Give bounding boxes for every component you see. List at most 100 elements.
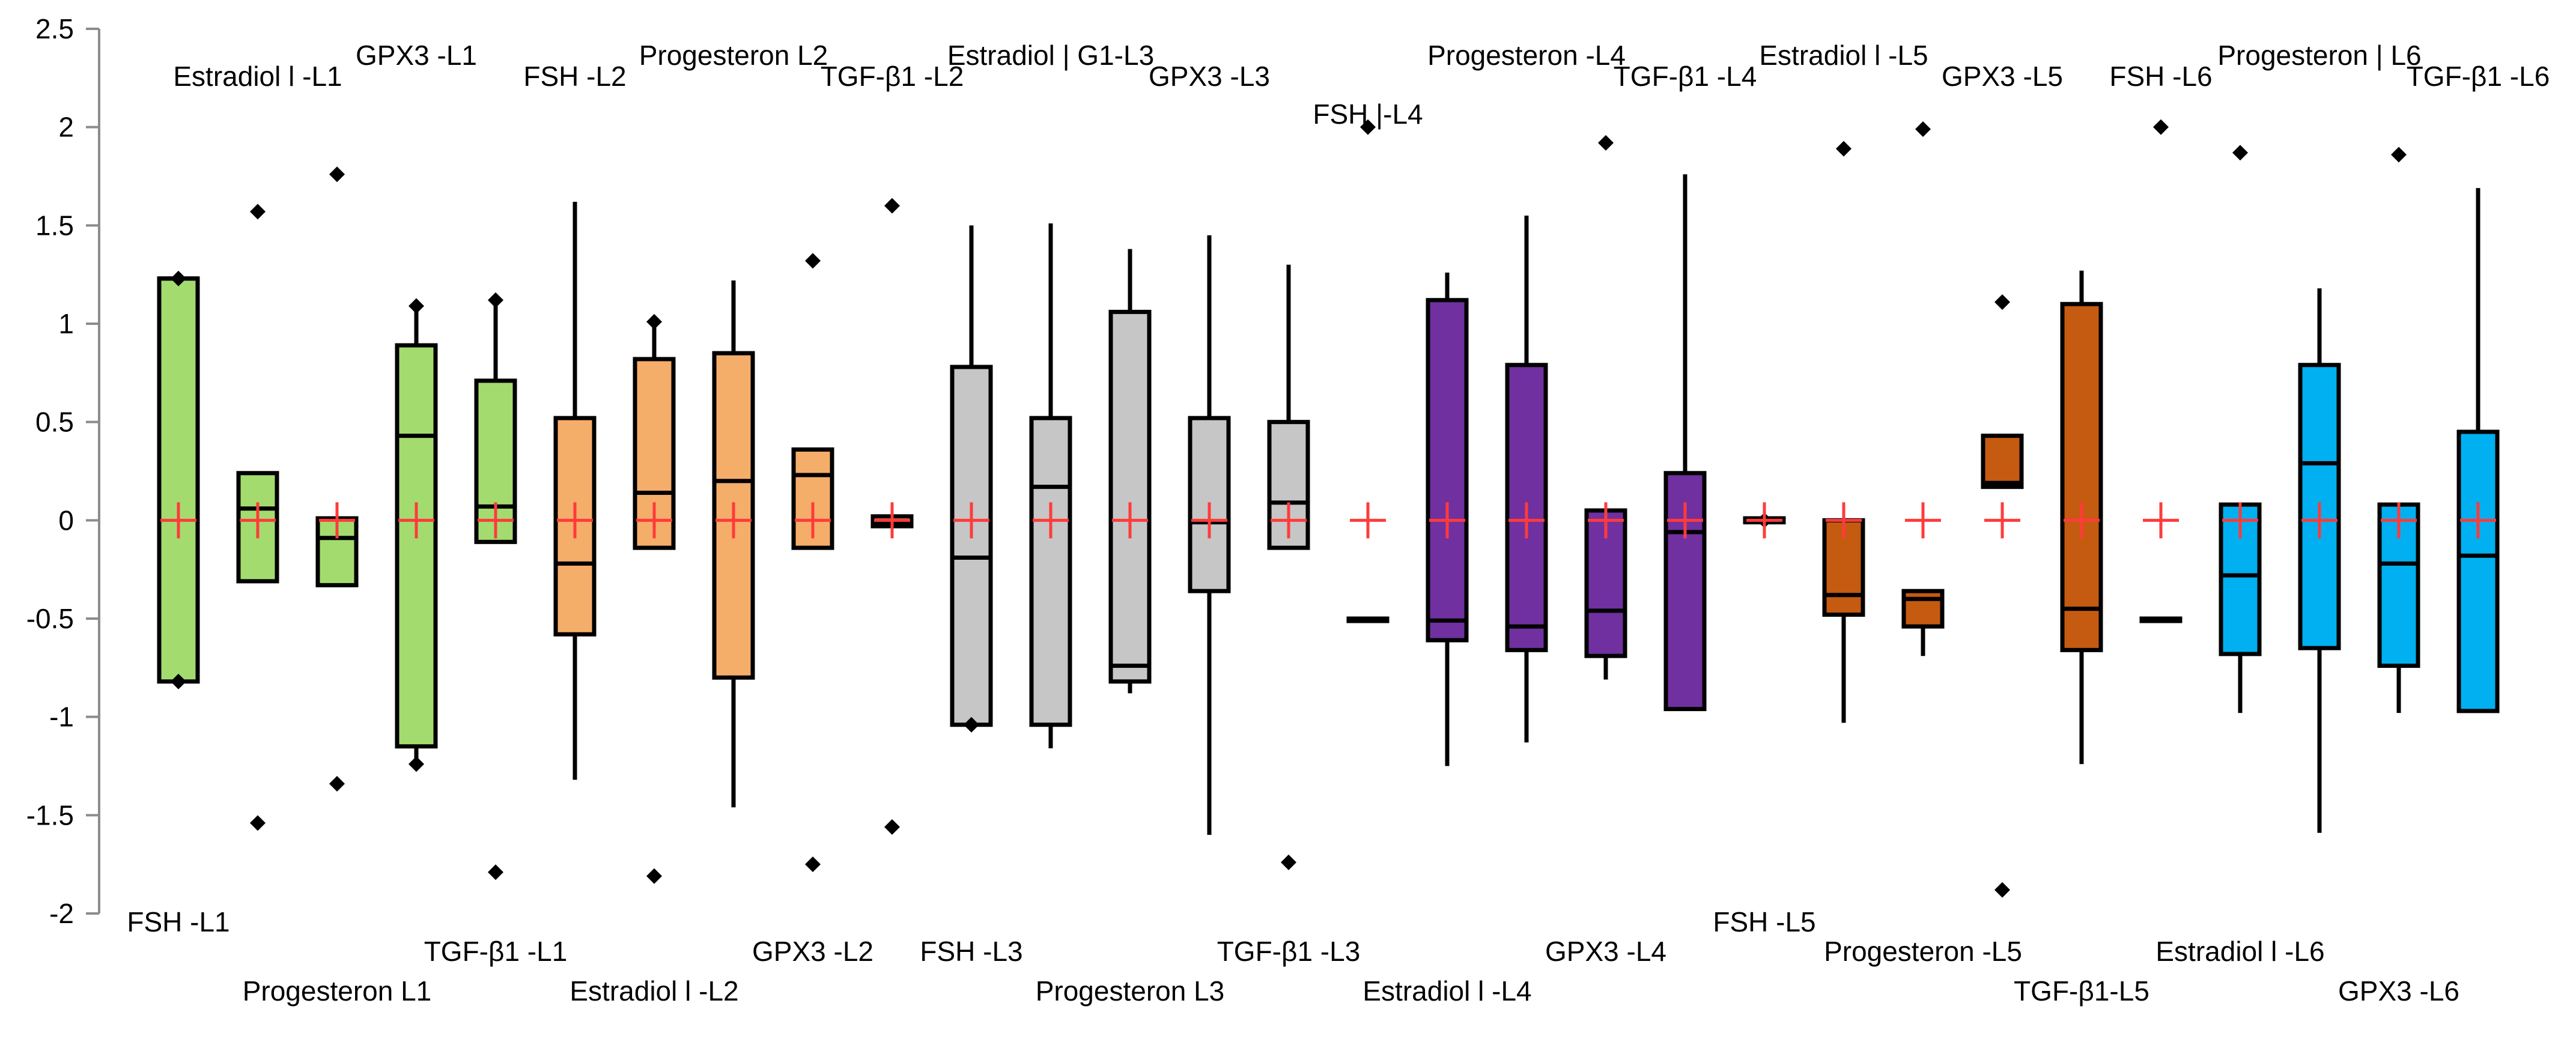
box-label: GPX3 -L6 <box>2338 975 2459 1007</box>
box-label: Estradiol l -L6 <box>2155 936 2324 967</box>
outlier-point <box>2153 119 2169 135</box>
box-label: GPX3 -L5 <box>1942 61 2063 92</box>
outlier-point <box>171 673 186 689</box>
box-plot-item <box>395 298 438 772</box>
box-label: FSH -L5 <box>1713 906 1815 937</box>
box-label: TGF-β1 -L2 <box>821 61 964 92</box>
outlier-point <box>646 868 662 884</box>
box-plot-item <box>633 314 676 884</box>
box-plot-item <box>1743 502 1786 539</box>
outlier-point <box>1994 294 2010 310</box>
box-label: FSH |-L4 <box>1313 98 1423 130</box>
outlier-point <box>488 864 503 880</box>
box-plot-item <box>2139 119 2183 623</box>
box-label: Progesteron | L6 <box>2217 40 2421 71</box>
box-label: FSH -L6 <box>2109 61 2212 92</box>
outlier-point <box>250 204 266 220</box>
box-iqr <box>1901 589 1945 629</box>
box-label: Progesteron L1 <box>243 975 432 1007</box>
box-label: Estradiol | G1-L3 <box>947 40 1154 71</box>
y-axis: 2.5 2 1.5 1 0.5 0 -0.5 -1 -1.5 -2 <box>26 13 100 929</box>
box-label: TGF-β1 -L1 <box>424 936 568 967</box>
box-plot-item <box>2298 288 2341 833</box>
box-plot-item <box>791 253 834 873</box>
box-label: Estradiol l -L1 <box>173 61 342 92</box>
box-plot-item <box>1822 141 1865 723</box>
y-tick-label: -0.5 <box>26 603 74 634</box>
box-plot-item <box>1346 119 1390 623</box>
box-label: Progesteron -L4 <box>1427 40 1626 71</box>
outlier-point <box>1994 882 2010 898</box>
y-tick-label: -1 <box>49 701 74 733</box>
box-plot-item <box>1426 272 1469 766</box>
y-tick-label: 1.5 <box>35 210 74 241</box>
y-tick-label: 2 <box>58 112 74 143</box>
outlier-point <box>884 198 900 214</box>
box-label: Progesteron L2 <box>639 40 828 71</box>
y-tick-label: 2.5 <box>35 13 74 44</box>
outlier-point <box>329 775 345 792</box>
box-label: GPX3 -L2 <box>752 936 873 967</box>
outlier-point <box>805 856 821 873</box>
box-plot-item <box>2456 188 2500 713</box>
box-label: TGF-β1 -L3 <box>1217 936 1361 967</box>
outlier-point <box>409 756 424 772</box>
outlier-point <box>1598 135 1614 151</box>
outlier-point <box>964 716 979 733</box>
box-iqr <box>315 516 359 587</box>
outlier-point <box>1281 854 1296 870</box>
box-iqr <box>1663 471 1707 712</box>
box-label: FSH -L1 <box>127 906 229 937</box>
outlier-point <box>884 819 900 835</box>
box-label: Progesteron L3 <box>1036 975 1225 1007</box>
box-plot-item <box>1267 264 1310 870</box>
box-plot-item <box>236 204 279 831</box>
box-iqr <box>395 343 438 749</box>
box-label: GPX3 -L1 <box>356 40 477 71</box>
box-plot-item <box>2060 270 2103 765</box>
box-plot-item <box>1505 215 1548 743</box>
box-iqr <box>157 276 200 684</box>
box-iqr <box>2456 429 2500 713</box>
y-tick-label: 0 <box>58 504 74 536</box>
box-plot-item <box>1188 235 1231 835</box>
box-label: Estradiol l -L5 <box>1759 40 1928 71</box>
box-iqr <box>1426 298 1469 643</box>
outlier-point <box>2391 147 2407 163</box>
box-plot-item <box>712 280 755 808</box>
box-plot-item <box>474 292 517 880</box>
box-iqr <box>2060 301 2103 652</box>
outlier-point <box>805 253 821 269</box>
box-label: Estradiol l -L2 <box>570 975 738 1007</box>
outlier-point <box>171 270 186 286</box>
box-iqr <box>1981 434 2024 489</box>
box-plot-item <box>157 270 200 689</box>
box-plot-item <box>1108 249 1152 694</box>
box-plots <box>157 119 2500 898</box>
box-label: TGF-β1 -L6 <box>2407 61 2550 92</box>
box-iqr <box>1029 416 1072 727</box>
box-label: GPX3 -L3 <box>1149 61 1270 92</box>
box-plot-item <box>2377 147 2420 713</box>
outlier-point <box>488 292 503 308</box>
box-iqr <box>950 365 993 727</box>
y-tick-label: 1 <box>58 308 74 339</box>
box-label: Estradiol l -L4 <box>1362 975 1531 1007</box>
box-plot-item <box>870 198 914 835</box>
box-plot-item <box>950 225 993 733</box>
box-label: FSH -L2 <box>523 61 626 92</box>
box-labels: FSH -L1 Estradiol l -L1 Progesteron L1 GPX3… <box>127 40 2550 1007</box>
box-iqr <box>1108 309 1152 684</box>
outlier-point <box>329 166 345 183</box>
y-tick-label: -2 <box>49 898 74 929</box>
box-plot-item <box>2219 145 2262 713</box>
outlier-point <box>250 815 266 831</box>
box-iqr <box>553 416 597 637</box>
box-label: TGF-β1-L5 <box>2014 975 2149 1007</box>
outlier-point <box>1836 141 1852 157</box>
outlier-point <box>2232 145 2248 161</box>
box-plot-item <box>1901 121 1945 656</box>
box-plot-item <box>1029 223 1072 749</box>
